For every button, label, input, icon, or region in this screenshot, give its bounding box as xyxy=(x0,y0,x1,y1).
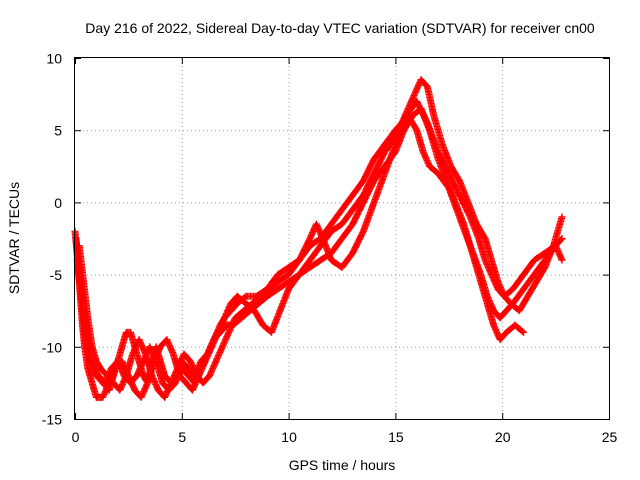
data-point xyxy=(558,213,566,221)
y-tick-label: -10 xyxy=(42,339,62,355)
x-tick-label: 0 xyxy=(72,429,80,445)
plot-area xyxy=(71,76,566,401)
series-track-4 xyxy=(75,97,566,401)
data-point xyxy=(520,328,528,336)
grid xyxy=(75,58,609,419)
y-tick-label: -5 xyxy=(50,267,63,283)
x-axis-label: GPS time / hours xyxy=(289,457,396,473)
x-tick-label: 15 xyxy=(388,429,404,445)
data-point xyxy=(558,256,566,264)
y-tick-label: -15 xyxy=(42,412,62,428)
plot-frame xyxy=(74,57,610,420)
chart-title: Day 216 of 2022, Sidereal Day-to-day VTE… xyxy=(85,20,595,36)
x-tick-label: 5 xyxy=(178,429,186,445)
y-axis-label: SDTVAR / TECUs xyxy=(6,182,22,294)
y-tick-label: 0 xyxy=(54,195,62,211)
data-point xyxy=(518,327,526,335)
x-tick-label: 10 xyxy=(281,429,297,445)
data-point xyxy=(558,235,566,242)
y-tick-label: 10 xyxy=(46,51,62,67)
x-tick-label: 20 xyxy=(495,429,511,445)
axis-ticks: 0 5 10 15 20 25 -15 -10 -5 0 5 10 xyxy=(42,51,618,446)
x-tick-label: 25 xyxy=(602,429,618,445)
y-tick-label: 5 xyxy=(54,123,62,139)
